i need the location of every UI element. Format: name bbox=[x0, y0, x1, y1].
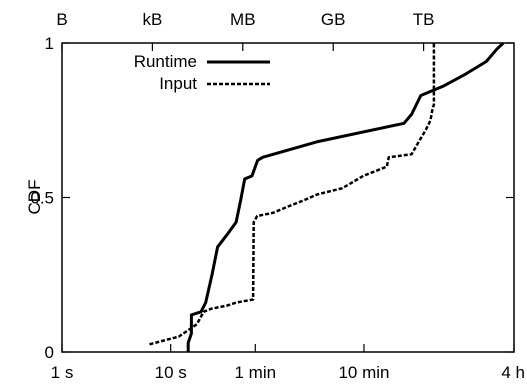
x-top-tick-label: GB bbox=[321, 10, 346, 29]
y-tick-label: 0.5 bbox=[30, 189, 54, 208]
x-bottom-tick-labels: 1 s 10 s 1 min 10 min 4 h bbox=[51, 363, 525, 382]
y-tick-labels: 00.51 bbox=[30, 34, 54, 362]
legend-label-input: Input bbox=[159, 74, 197, 93]
series-line-input bbox=[149, 43, 436, 346]
series-line-runtime bbox=[186, 41, 505, 352]
y-tick-label: 0 bbox=[45, 343, 54, 362]
legend: Runtime Input bbox=[134, 52, 270, 93]
x-top-tick-label: TB bbox=[413, 10, 435, 29]
x-top-tick-label: B bbox=[56, 10, 67, 29]
x-bottom-tick-label: 4 h bbox=[501, 363, 525, 382]
x-top-tick-label: kB bbox=[142, 10, 162, 29]
plot-frame bbox=[61, 42, 515, 353]
y-tick-label: 1 bbox=[45, 34, 54, 53]
x-bottom-tick-label: 10 min bbox=[338, 363, 389, 382]
x-bottom-tick-label: 1 min bbox=[234, 363, 276, 382]
x-top-tick-label: MB bbox=[230, 10, 256, 29]
y-axis-title: CDF bbox=[25, 180, 44, 215]
series-lines bbox=[149, 41, 505, 352]
x-bottom-tick-label: 1 s bbox=[51, 363, 74, 382]
x-bottom-tick-label: 10 s bbox=[155, 363, 187, 382]
legend-label-runtime: Runtime bbox=[134, 52, 197, 71]
tick-marks bbox=[61, 42, 515, 353]
